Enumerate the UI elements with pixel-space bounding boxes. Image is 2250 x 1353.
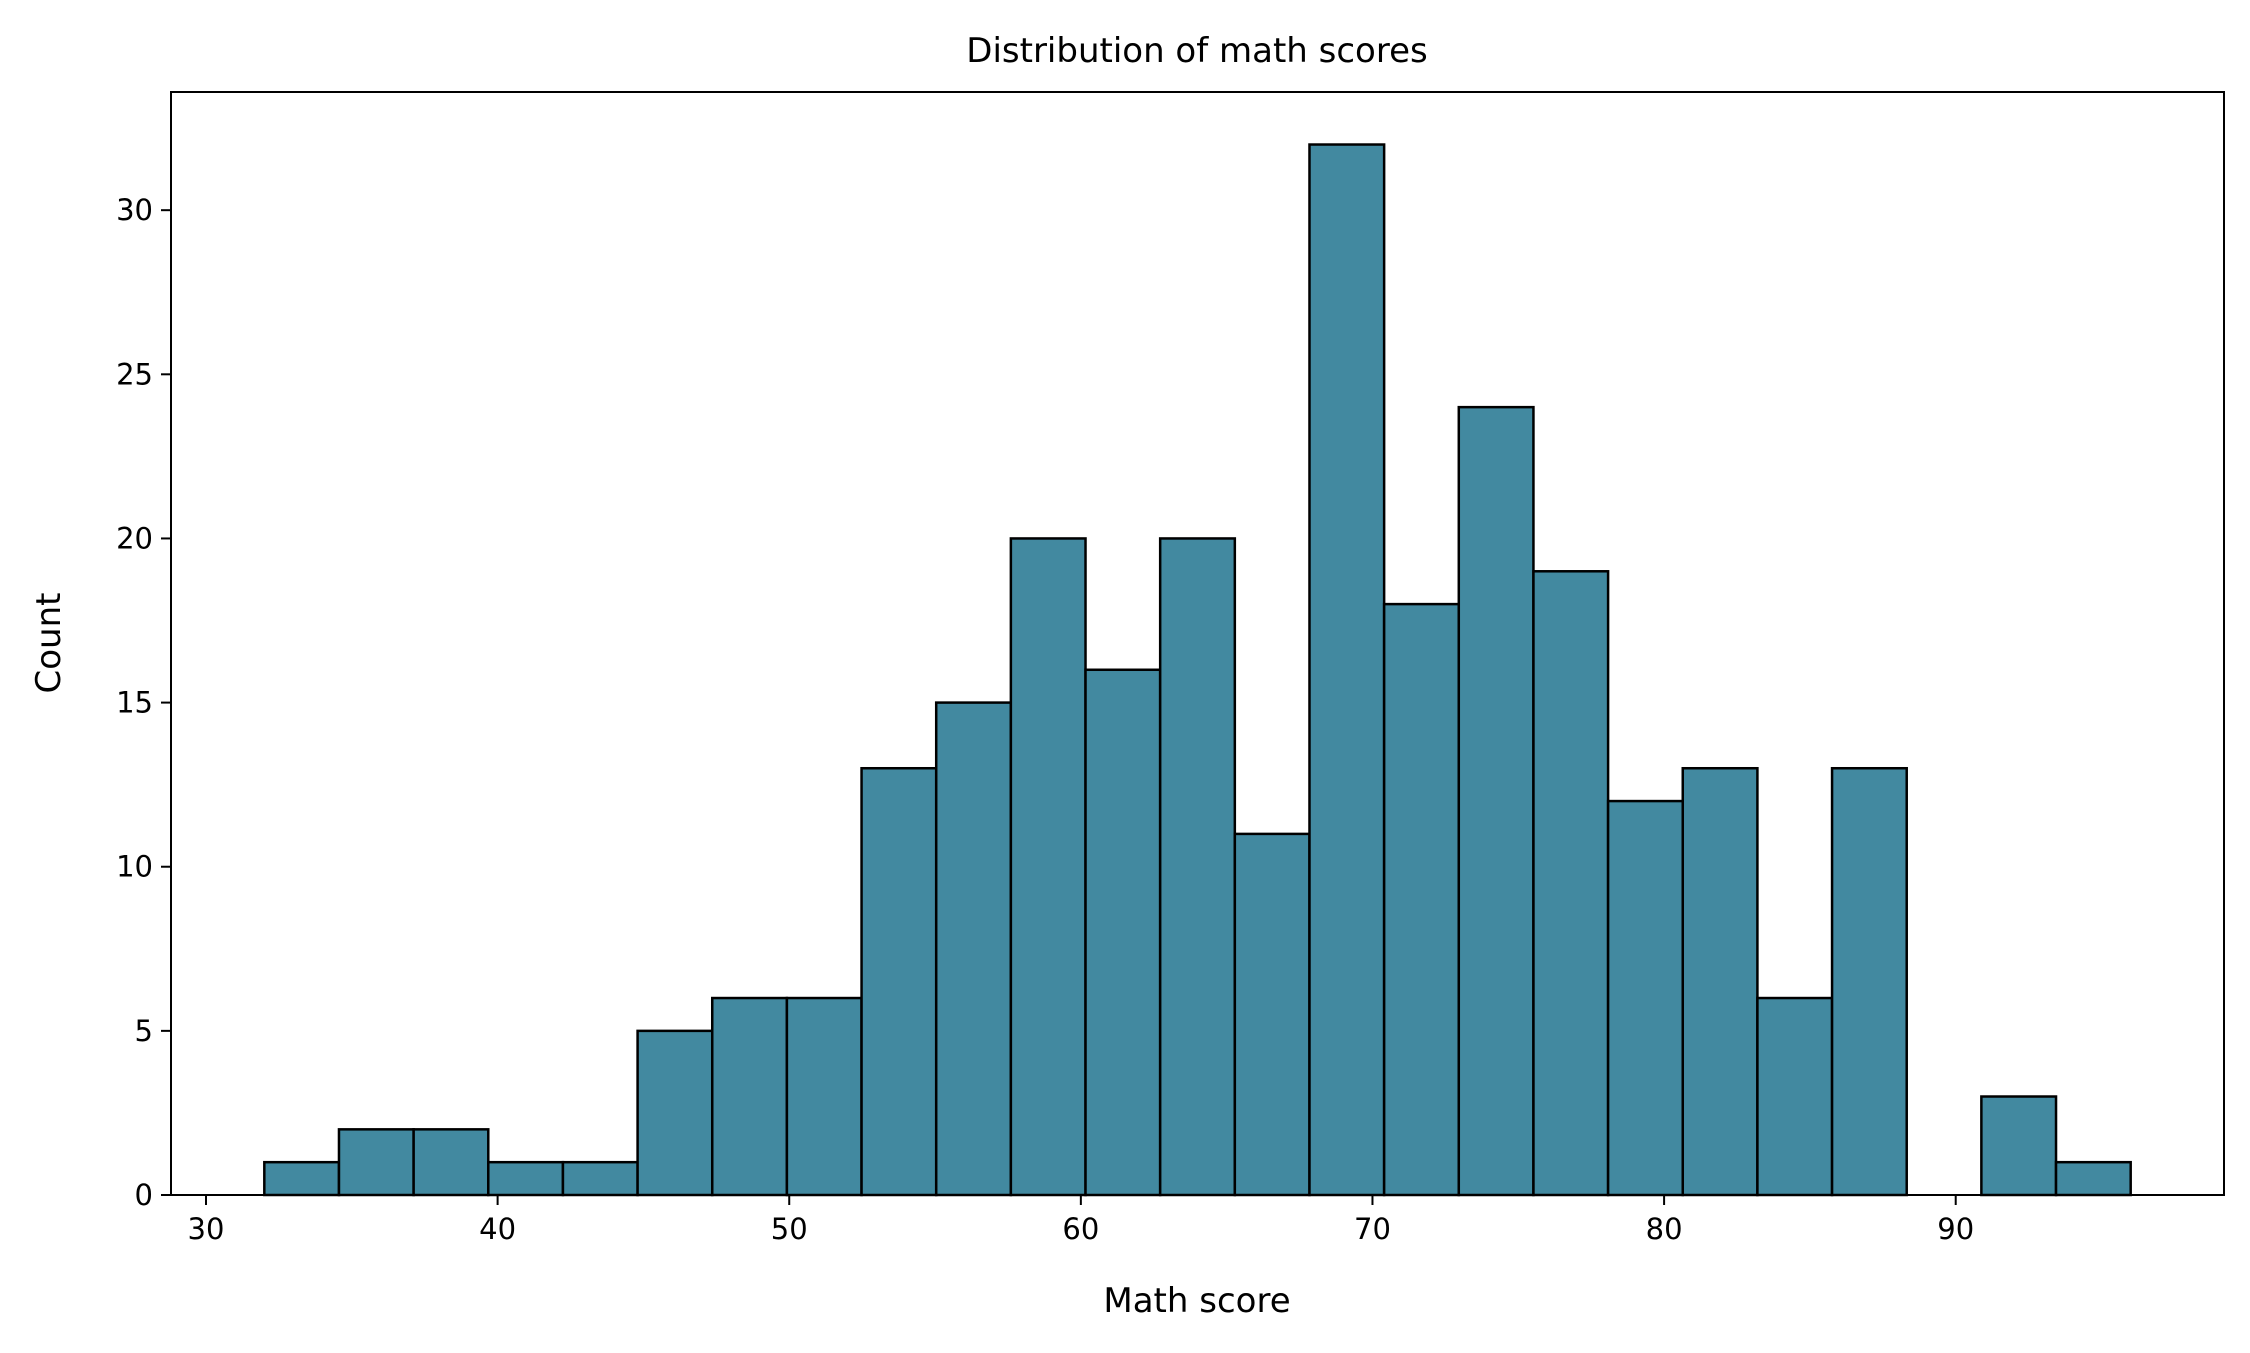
- histogram-bar: [1980, 1095, 2058, 1197]
- histogram-bar: [337, 1128, 415, 1197]
- histogram-bar: [1158, 537, 1237, 1197]
- histogram-bar: [412, 1128, 490, 1197]
- y-tick-label: 30: [116, 193, 153, 227]
- y-tick-label: 10: [116, 850, 153, 884]
- histogram-bar: [636, 1029, 714, 1197]
- x-tick-label: 40: [479, 1212, 516, 1246]
- histogram-bar: [1009, 537, 1087, 1197]
- histogram-bar: [785, 996, 863, 1197]
- histogram-bar: [1681, 766, 1759, 1197]
- x-ticks: 30 40 50 60 70 80 90: [188, 1195, 1974, 1246]
- y-tick-label: 0: [135, 1178, 153, 1212]
- y-ticks: 0 5 10 15 20 25 30: [116, 193, 171, 1212]
- histogram-bar: [1233, 832, 1311, 1197]
- y-tick-label: 5: [135, 1014, 153, 1048]
- x-tick-label: 30: [188, 1212, 225, 1246]
- plot-frame: [170, 91, 2225, 1196]
- histogram-bar: [934, 701, 1013, 1197]
- x-tick-label: 60: [1062, 1212, 1099, 1246]
- histogram-bar: [561, 1160, 639, 1197]
- x-tick-label: 80: [1646, 1212, 1683, 1246]
- y-tick-label: 25: [116, 357, 153, 391]
- x-tick-label: 90: [1937, 1212, 1974, 1246]
- histogram-bar: [1382, 602, 1461, 1197]
- x-axis-label: Math score: [1103, 1281, 1290, 1321]
- histogram-bar: [1830, 766, 1908, 1197]
- histogram-bar: [710, 996, 789, 1197]
- histogram-bar: [860, 766, 938, 1197]
- y-tick-label: 15: [116, 686, 153, 720]
- histogram-bar: [2054, 1160, 2132, 1197]
- bars-group: [263, 143, 2132, 1197]
- histogram-bar: [1084, 668, 1162, 1197]
- histogram-bar: [1756, 996, 1834, 1197]
- x-tick-label: 70: [1354, 1212, 1391, 1246]
- histogram-bar: [1606, 799, 1685, 1197]
- histogram-bar: [1532, 570, 1610, 1197]
- chart-title: Distribution of math scores: [966, 31, 1427, 71]
- histogram-bar: [1457, 405, 1535, 1197]
- y-tick-label: 20: [116, 521, 153, 555]
- y-axis-label: Count: [29, 593, 69, 694]
- histogram-bar: [487, 1160, 565, 1197]
- x-tick-label: 50: [771, 1212, 808, 1246]
- histogram-bar: [263, 1160, 341, 1197]
- histogram-bar: [1308, 143, 1386, 1197]
